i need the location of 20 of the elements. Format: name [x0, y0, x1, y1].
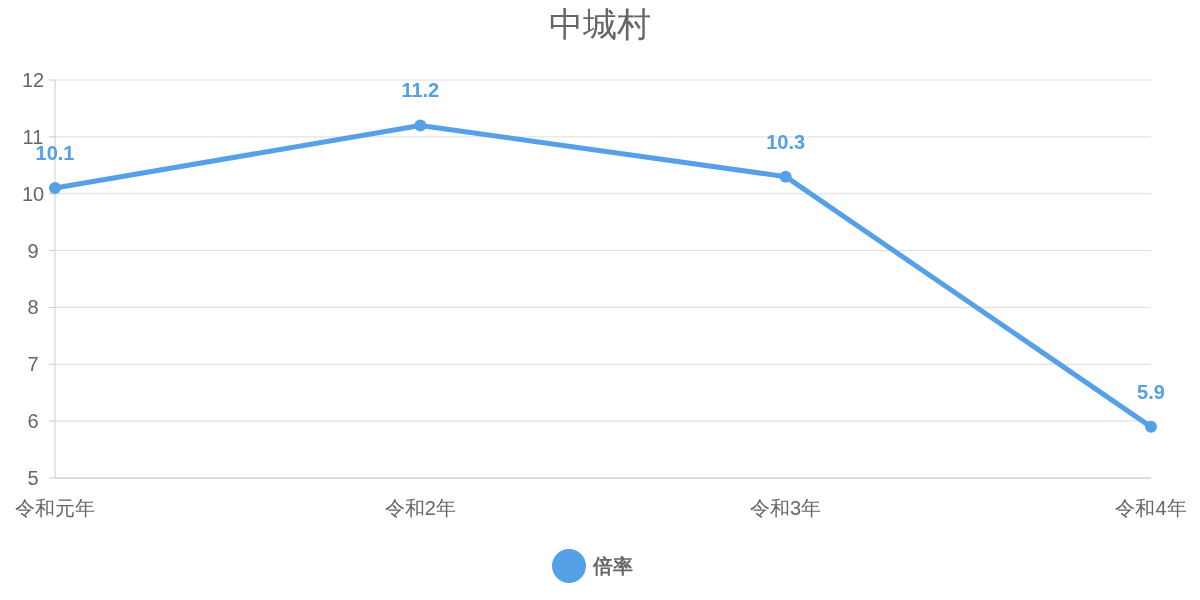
y-tick-label: 6 — [27, 410, 39, 433]
y-tick-label: 5 — [27, 467, 39, 489]
legend-label: 倍率 — [592, 555, 633, 577]
point — [414, 119, 427, 132]
y-tick-label: 12 — [21, 69, 45, 91]
y-tick-label: 10 — [21, 182, 45, 205]
chart-title: 中城村 — [549, 5, 651, 43]
x-tick-label: 令和3年 — [750, 497, 822, 519]
data-label: 10.3 — [766, 130, 806, 153]
y-tick-label: 9 — [27, 239, 39, 262]
x-tick-label: 令和4年 — [1115, 497, 1187, 519]
point — [779, 170, 792, 183]
data-label: 5.9 — [1137, 380, 1165, 403]
point — [49, 182, 61, 195]
data-label: 11.2 — [401, 79, 440, 102]
x-tick-label: 令和2年 — [384, 497, 456, 519]
x-tick-label: 令和元年 — [15, 497, 95, 519]
y-tick-label: 8 — [27, 296, 39, 319]
point — [1145, 420, 1157, 433]
y-tick-label: 7 — [27, 353, 39, 376]
